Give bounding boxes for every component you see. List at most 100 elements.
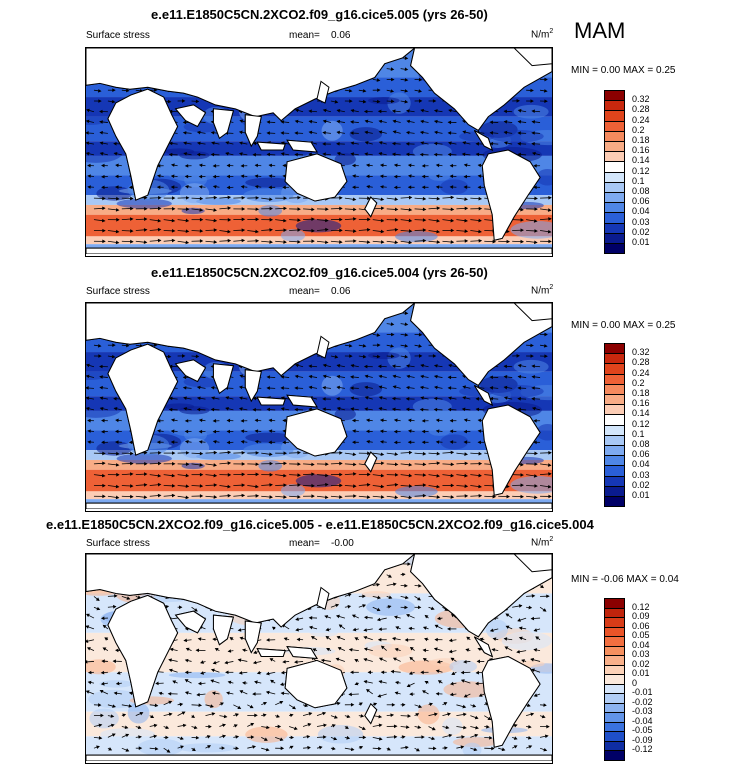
continent-mask: [107, 594, 179, 708]
panel-3-min-max: MIN = -0.06 MAX = 0.04: [571, 574, 679, 585]
wind-vector-arrowhead: [115, 463, 120, 467]
wind-vector-arrowhead: [266, 120, 271, 124]
wind-vector-arrowhead: [530, 88, 534, 93]
wind-vector-arrowhead: [339, 228, 343, 233]
wind-vector-arrowhead: [362, 343, 367, 348]
wind-vector-arrowhead: [297, 473, 301, 477]
wind-vector-arrowhead: [241, 450, 246, 455]
wind-vector-arrowhead: [339, 461, 343, 466]
wind-vector-arrowhead: [307, 745, 311, 750]
wind-vector-arrowhead: [424, 637, 428, 642]
wind-vector-arrowhead: [436, 616, 441, 621]
wind-vector-arrowhead: [199, 229, 204, 233]
wind-vector-arrowhead: [283, 461, 287, 466]
wind-vector-arrowhead: [463, 725, 467, 730]
continent-mask: [316, 335, 330, 359]
continent-mask: [244, 620, 262, 654]
wind-vector-arrowhead: [171, 238, 176, 243]
wind-vector-arrowhead: [352, 472, 357, 476]
wind-vector-arrowhead: [450, 195, 455, 200]
wind-vector-arrowhead: [404, 67, 409, 71]
wind-vector-arrowhead: [294, 407, 298, 412]
wind-vector-arrowhead: [282, 418, 286, 423]
wind-vector-arrowhead: [424, 614, 429, 619]
wind-vector-arrowhead: [86, 374, 90, 379]
wind-vector-arrowhead: [252, 396, 257, 401]
wind-vector-arrowhead: [108, 747, 113, 751]
wind-vector-arrowhead: [212, 419, 217, 423]
wind-vector-arrowhead: [489, 396, 494, 401]
wind-vector-arrowhead: [99, 109, 103, 114]
wind-vector-arrowhead: [404, 99, 409, 104]
wind-vector-arrowhead: [87, 680, 92, 685]
wind-vector-arrowhead: [351, 163, 356, 168]
wind-vector-arrowhead: [447, 120, 452, 125]
wind-vector-arrowhead: [227, 461, 232, 465]
wind-vector-arrowhead: [503, 130, 508, 135]
wind-vector-arrowhead: [408, 495, 413, 500]
wind-vector-arrowhead: [269, 658, 274, 662]
wind-vector-arrowhead: [283, 240, 287, 244]
wind-vector-arrowhead: [254, 429, 259, 434]
wind-vector-arrowhead: [434, 385, 438, 390]
wind-vector-arrowhead: [158, 691, 163, 696]
field-patch: [349, 127, 383, 142]
wind-vector-arrowhead: [391, 141, 396, 146]
panel-3-variable-label: Surface stress: [86, 538, 150, 549]
wind-vector-arrowhead: [405, 407, 410, 412]
wind-vector-arrowhead: [233, 724, 238, 728]
wind-vector-arrowhead: [308, 364, 312, 369]
wind-vector-arrowhead: [311, 483, 315, 488]
wind-vector-arrowhead: [242, 681, 246, 685]
wind-vector-arrowhead: [435, 185, 440, 189]
panel-2-mean-value: 0.06: [331, 286, 351, 297]
wind-vector-arrowhead: [268, 174, 273, 178]
wind-vector-arrowhead: [325, 207, 329, 211]
wind-vector-arrowhead: [379, 163, 384, 168]
wind-vector-arrowhead: [239, 374, 244, 379]
continent-mask: [473, 129, 494, 151]
colorbar-tick-label: 0.06: [632, 620, 650, 631]
wind-vector-arrowhead: [491, 746, 495, 751]
wind-vector-arrowhead: [96, 745, 100, 750]
wind-vector-arrowhead: [354, 681, 359, 686]
wind-vector-arrowhead: [422, 473, 427, 477]
wind-vector-arrowhead: [350, 396, 355, 400]
field-patch: [334, 153, 356, 166]
wind-vector-arrowhead: [339, 206, 343, 211]
wind-vector-arrowhead: [196, 141, 201, 146]
wind-vector-arrowhead: [226, 440, 231, 445]
wind-vector-arrowhead: [240, 185, 245, 189]
wind-vector-arrowhead: [408, 229, 413, 233]
wind-vector-arrowhead: [376, 354, 381, 359]
wind-vector-arrowhead: [282, 659, 286, 664]
wind-vector-arrowhead: [475, 407, 480, 412]
field-patch: [513, 104, 549, 119]
wind-vector-arrowhead: [102, 494, 106, 499]
wind-vector-arrowhead: [128, 704, 133, 708]
wind-vector-arrowhead: [449, 429, 454, 434]
wind-vector-arrowhead: [531, 386, 535, 390]
wind-vector-arrowhead: [450, 483, 455, 488]
wind-vector-arrowhead: [256, 670, 261, 675]
wind-vector-arrowhead: [271, 626, 276, 631]
continent-mask: [244, 369, 262, 403]
wind-vector-arrowhead: [405, 152, 410, 157]
wind-vector-arrowhead: [465, 648, 470, 652]
wind-vector-arrowhead: [255, 196, 260, 200]
panel-3-map: [85, 553, 553, 764]
wind-vector-arrowhead: [254, 439, 259, 444]
wind-vector-arrowhead: [322, 374, 327, 379]
world-map-svg: [86, 554, 552, 761]
wind-vector-arrowhead: [365, 174, 370, 179]
colorbar-tick-label: 0.18: [632, 135, 650, 145]
wind-vector-arrowhead: [404, 605, 408, 610]
wind-vector-arrowhead: [380, 197, 385, 202]
wind-vector-arrowhead: [212, 660, 217, 665]
wind-vector-arrowhead: [433, 364, 438, 368]
wind-vector-arrowhead: [339, 451, 343, 455]
wind-vector-arrowhead: [86, 119, 90, 124]
wind-vector-arrowhead: [419, 152, 424, 157]
field-patch: [245, 726, 288, 743]
wind-vector-arrowhead: [421, 163, 426, 168]
